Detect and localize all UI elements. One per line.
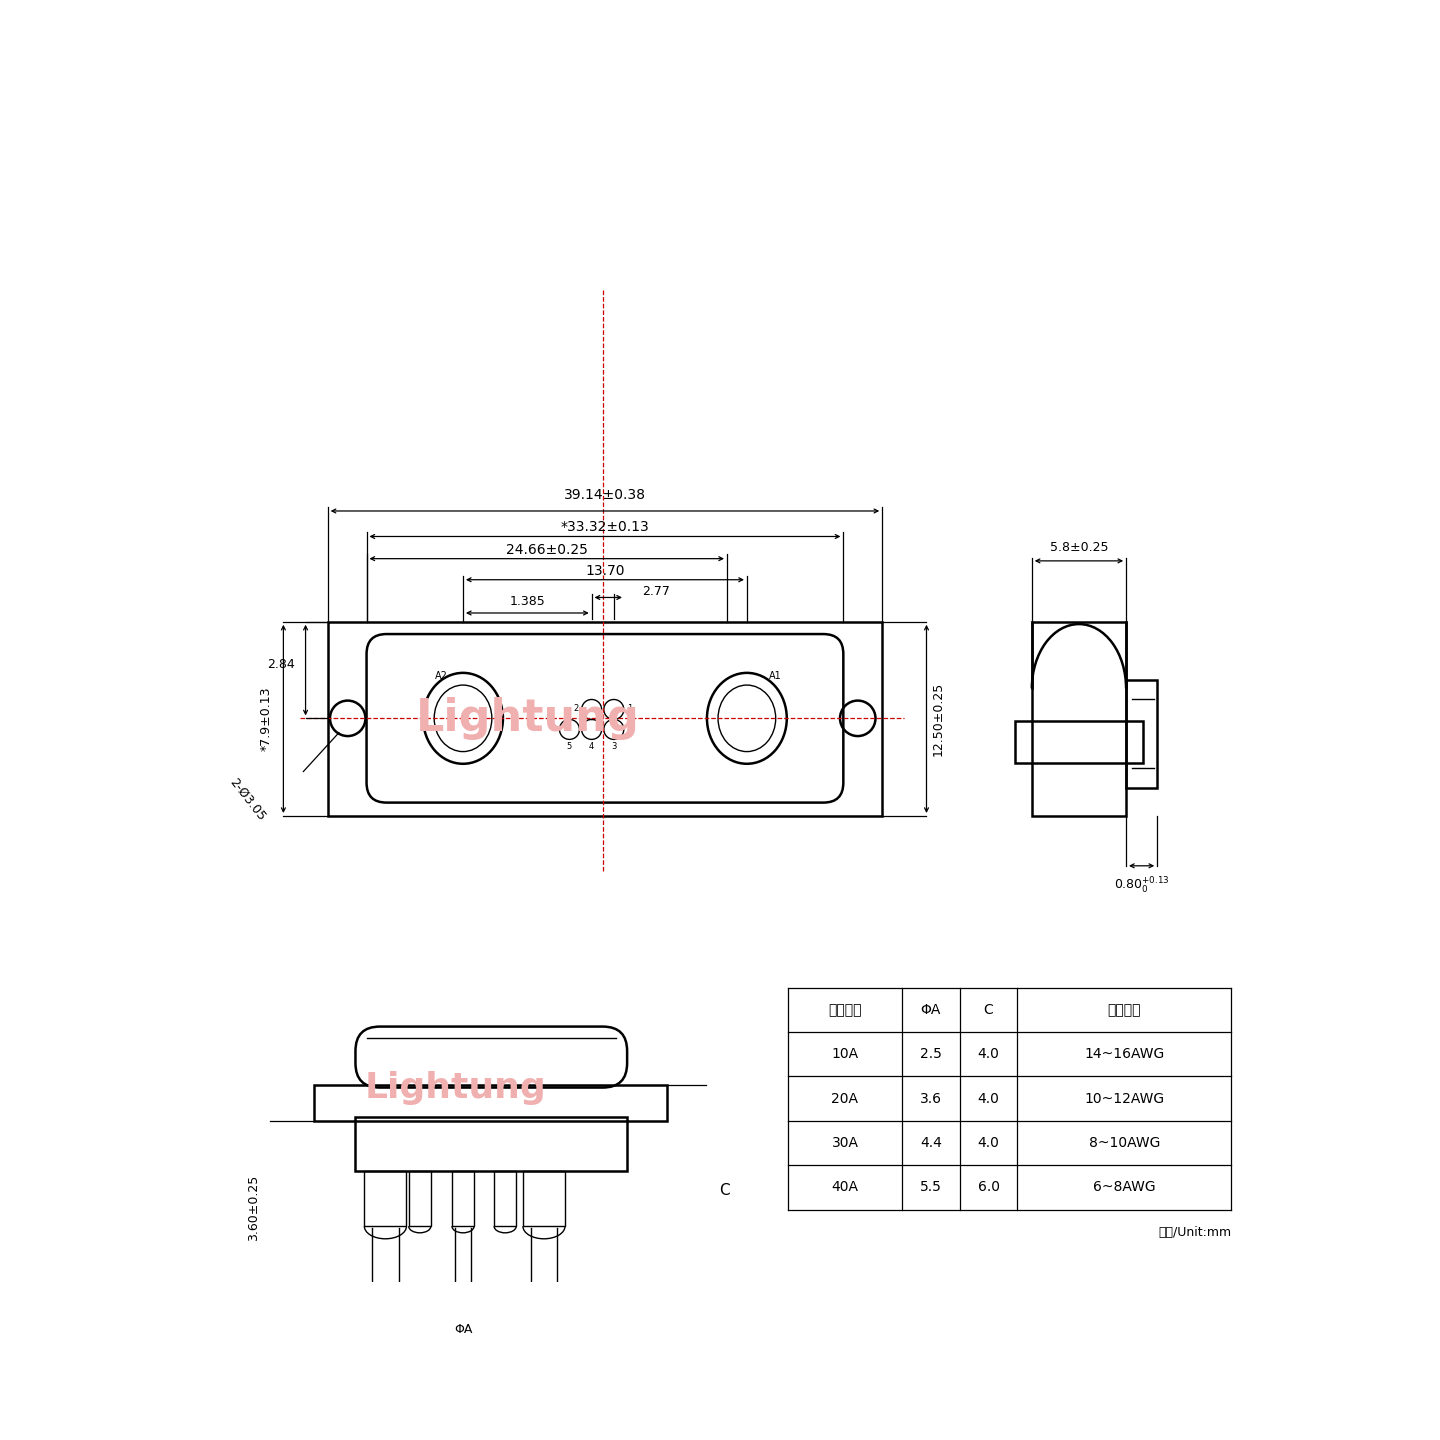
Text: 3.6: 3.6 bbox=[920, 1092, 942, 1106]
Text: 2.84: 2.84 bbox=[266, 658, 295, 671]
Text: 线材规格: 线材规格 bbox=[1107, 1002, 1140, 1017]
Text: 4.0: 4.0 bbox=[978, 1136, 999, 1151]
Bar bbox=[494, 1171, 517, 1227]
Text: 4.0: 4.0 bbox=[978, 1047, 999, 1061]
Text: 4.4: 4.4 bbox=[920, 1136, 942, 1151]
Text: 8~10AWG: 8~10AWG bbox=[1089, 1136, 1161, 1151]
Text: 10A: 10A bbox=[831, 1047, 858, 1061]
Bar bbox=[314, 1086, 667, 1120]
Text: 30A: 30A bbox=[831, 1136, 858, 1151]
Bar bbox=[1126, 680, 1158, 788]
Text: Lightung: Lightung bbox=[364, 1070, 546, 1104]
Text: 40A: 40A bbox=[831, 1181, 858, 1194]
Text: *7.9±0.13: *7.9±0.13 bbox=[259, 687, 272, 752]
Text: 5.8±0.25: 5.8±0.25 bbox=[1050, 541, 1109, 554]
Text: C: C bbox=[719, 1182, 730, 1198]
Bar bbox=[409, 1171, 431, 1227]
Bar bbox=[1015, 720, 1143, 763]
Text: 6~8AWG: 6~8AWG bbox=[1093, 1181, 1156, 1194]
Text: 39.14±0.38: 39.14±0.38 bbox=[564, 488, 647, 503]
Text: 13.70: 13.70 bbox=[585, 564, 625, 577]
Bar bbox=[452, 1171, 474, 1227]
Text: 1: 1 bbox=[628, 704, 632, 713]
Text: 14~16AWG: 14~16AWG bbox=[1084, 1047, 1165, 1061]
Text: 5: 5 bbox=[567, 742, 572, 750]
Text: 2: 2 bbox=[573, 704, 579, 713]
Bar bbox=[364, 1171, 406, 1227]
Text: 2.5: 2.5 bbox=[920, 1047, 942, 1061]
Bar bbox=[328, 622, 883, 816]
Text: 5.5: 5.5 bbox=[920, 1181, 942, 1194]
Text: ΦA: ΦA bbox=[454, 1323, 472, 1336]
Text: 3: 3 bbox=[611, 742, 616, 750]
Text: 额定电流: 额定电流 bbox=[828, 1002, 861, 1017]
Text: A2: A2 bbox=[435, 671, 448, 681]
Text: A1: A1 bbox=[769, 671, 782, 681]
Text: 12.50±0.25: 12.50±0.25 bbox=[932, 681, 945, 756]
Text: 1.385: 1.385 bbox=[510, 595, 546, 609]
Text: $0.80^{+0.13}_{0}$: $0.80^{+0.13}_{0}$ bbox=[1113, 876, 1169, 896]
Text: 3.60±0.25: 3.60±0.25 bbox=[246, 1175, 261, 1241]
Text: C: C bbox=[984, 1002, 994, 1017]
Text: 2.77: 2.77 bbox=[642, 586, 670, 599]
Text: 2-Ø3.05: 2-Ø3.05 bbox=[228, 776, 268, 824]
Bar bbox=[1032, 622, 1126, 816]
Text: 20A: 20A bbox=[831, 1092, 858, 1106]
Text: 10~12AWG: 10~12AWG bbox=[1084, 1092, 1165, 1106]
Text: 24.66±0.25: 24.66±0.25 bbox=[505, 543, 588, 557]
Text: 4: 4 bbox=[589, 742, 595, 750]
Text: 单位/Unit:mm: 单位/Unit:mm bbox=[1158, 1227, 1231, 1240]
Text: *33.32±0.13: *33.32±0.13 bbox=[560, 520, 649, 533]
Text: 6.0: 6.0 bbox=[978, 1181, 999, 1194]
Bar bbox=[356, 1117, 628, 1171]
Bar bbox=[523, 1171, 564, 1227]
Text: Lightung: Lightung bbox=[415, 697, 639, 740]
Text: ΦA: ΦA bbox=[920, 1002, 942, 1017]
Text: 4.0: 4.0 bbox=[978, 1092, 999, 1106]
